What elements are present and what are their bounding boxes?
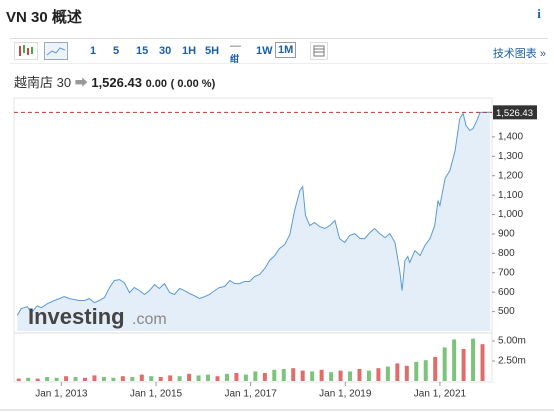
y-tick-label: 800 <box>498 248 515 259</box>
plot-frame <box>13 97 493 383</box>
interval-button[interactable]: 1W <box>256 45 273 57</box>
volume-bar <box>442 347 447 381</box>
price-line <box>16 111 491 316</box>
volume-bar <box>54 377 59 381</box>
interval-button[interactable]: 5H <box>205 45 220 57</box>
volume-bar <box>300 370 305 381</box>
week-top[interactable]: — <box>230 40 241 52</box>
volume-bar <box>73 377 78 381</box>
candlestick-button[interactable] <box>14 42 38 60</box>
x-tick-label: Jan 1, 2013 <box>35 389 88 400</box>
volume-bar <box>130 377 135 381</box>
x-tick-label: Jan 1, 2019 <box>319 389 372 400</box>
toolbar: 1 5 15 30 1H 5H — 绀 1W 1M 技术图表 » <box>10 38 548 64</box>
watermark-brand: Investing <box>28 304 125 329</box>
volume-bar <box>452 339 457 381</box>
price-area <box>17 112 491 331</box>
volume-bar <box>177 376 182 381</box>
volume-bar <box>158 377 163 381</box>
interval-button[interactable]: 1M <box>275 42 297 58</box>
price: 1,526.43 <box>91 75 142 90</box>
table-button[interactable] <box>310 42 328 60</box>
volume-bar <box>35 378 40 381</box>
week-bottom[interactable]: 绀 <box>230 54 240 64</box>
change-pct: ( 0.00 %) <box>170 78 216 90</box>
title: VN 30 概述 <box>6 9 82 26</box>
interval-button[interactable]: 15 <box>136 45 149 57</box>
change: 0.00 <box>145 78 167 90</box>
volume-bar <box>291 368 296 381</box>
volume-bar <box>414 361 419 381</box>
volume-bar <box>404 365 409 381</box>
watermark-domain: .com <box>132 311 167 328</box>
y-tick-label: 700 <box>498 267 515 278</box>
volume-bar <box>139 374 144 381</box>
volume-bar <box>376 368 381 381</box>
interval-button[interactable]: 5 <box>113 45 120 57</box>
arrow: ➡ <box>74 75 88 90</box>
line-button[interactable] <box>44 42 68 60</box>
y-tick-label: 900 <box>498 229 515 240</box>
volume-bar <box>243 374 248 381</box>
last-value-tag <box>493 105 537 120</box>
volume-bar <box>149 376 154 381</box>
y-tick-label: 2.50m <box>498 356 526 367</box>
volume-bar <box>433 357 438 381</box>
y-tick-label: 500 <box>498 306 515 317</box>
volume-bar <box>187 373 192 381</box>
volume-bar <box>471 338 476 381</box>
x-tick-label: Jan 1, 2017 <box>225 389 278 400</box>
x-tick-label: Jan 1, 2021 <box>414 389 467 400</box>
volume-bar <box>423 360 428 381</box>
volume-bar <box>224 373 229 381</box>
tech-chart-link[interactable]: 技术图表 » <box>492 48 546 60</box>
y-tick-label: 1,200 <box>498 170 523 181</box>
interval-button[interactable]: 1H <box>182 45 197 57</box>
volume-bar <box>272 369 277 381</box>
y-tick-label: 5.00m <box>498 336 526 347</box>
y-tick-label: 600 <box>498 287 515 298</box>
y-tick-label: 1,000 <box>498 209 523 220</box>
volume-bar <box>168 375 173 381</box>
volume-bar <box>26 377 31 381</box>
volume-bar <box>480 344 485 381</box>
volume-bar <box>45 377 50 381</box>
y-tick-label: 1,100 <box>498 190 523 201</box>
volume-bar <box>120 376 125 381</box>
volume-bar <box>253 371 258 381</box>
volume-bar <box>196 375 201 381</box>
volume-bar <box>281 369 286 381</box>
volume-bar <box>348 371 353 381</box>
volume-bar <box>16 378 21 381</box>
volume-bar <box>82 377 87 381</box>
volume-bar <box>234 373 239 381</box>
y-tick-label: 1,300 <box>498 151 523 162</box>
volume-bar <box>310 371 315 381</box>
interval-button[interactable]: 30 <box>159 45 172 57</box>
volume-bar <box>64 376 69 381</box>
volume-bar <box>395 363 400 381</box>
x-tick-label: Jan 1, 2015 <box>130 389 183 400</box>
volume-bar <box>215 376 220 381</box>
volume-bar <box>262 373 267 381</box>
y-tick-label: 1,400 <box>498 132 523 143</box>
quote: 越南店 30 ➡ 1,526.43 0.00 ( 0.00 %) <box>14 72 215 91</box>
last-value-label: 1,526.43 <box>496 108 533 119</box>
volume-bar <box>319 369 324 381</box>
info-icon[interactable]: i <box>537 6 541 21</box>
volume-bar <box>206 374 211 381</box>
volume-bar <box>101 377 106 381</box>
volume-bar <box>338 370 343 381</box>
volume-bar <box>357 369 362 381</box>
volume-bar <box>111 377 116 381</box>
instrument-name: 越南店 30 <box>14 75 72 90</box>
volume-bar <box>329 372 334 381</box>
volume-bar <box>461 349 466 381</box>
volume-bar <box>366 370 371 381</box>
interval-button[interactable]: 1 <box>90 45 97 57</box>
volume-bar <box>92 375 97 381</box>
volume-bar <box>385 366 390 381</box>
